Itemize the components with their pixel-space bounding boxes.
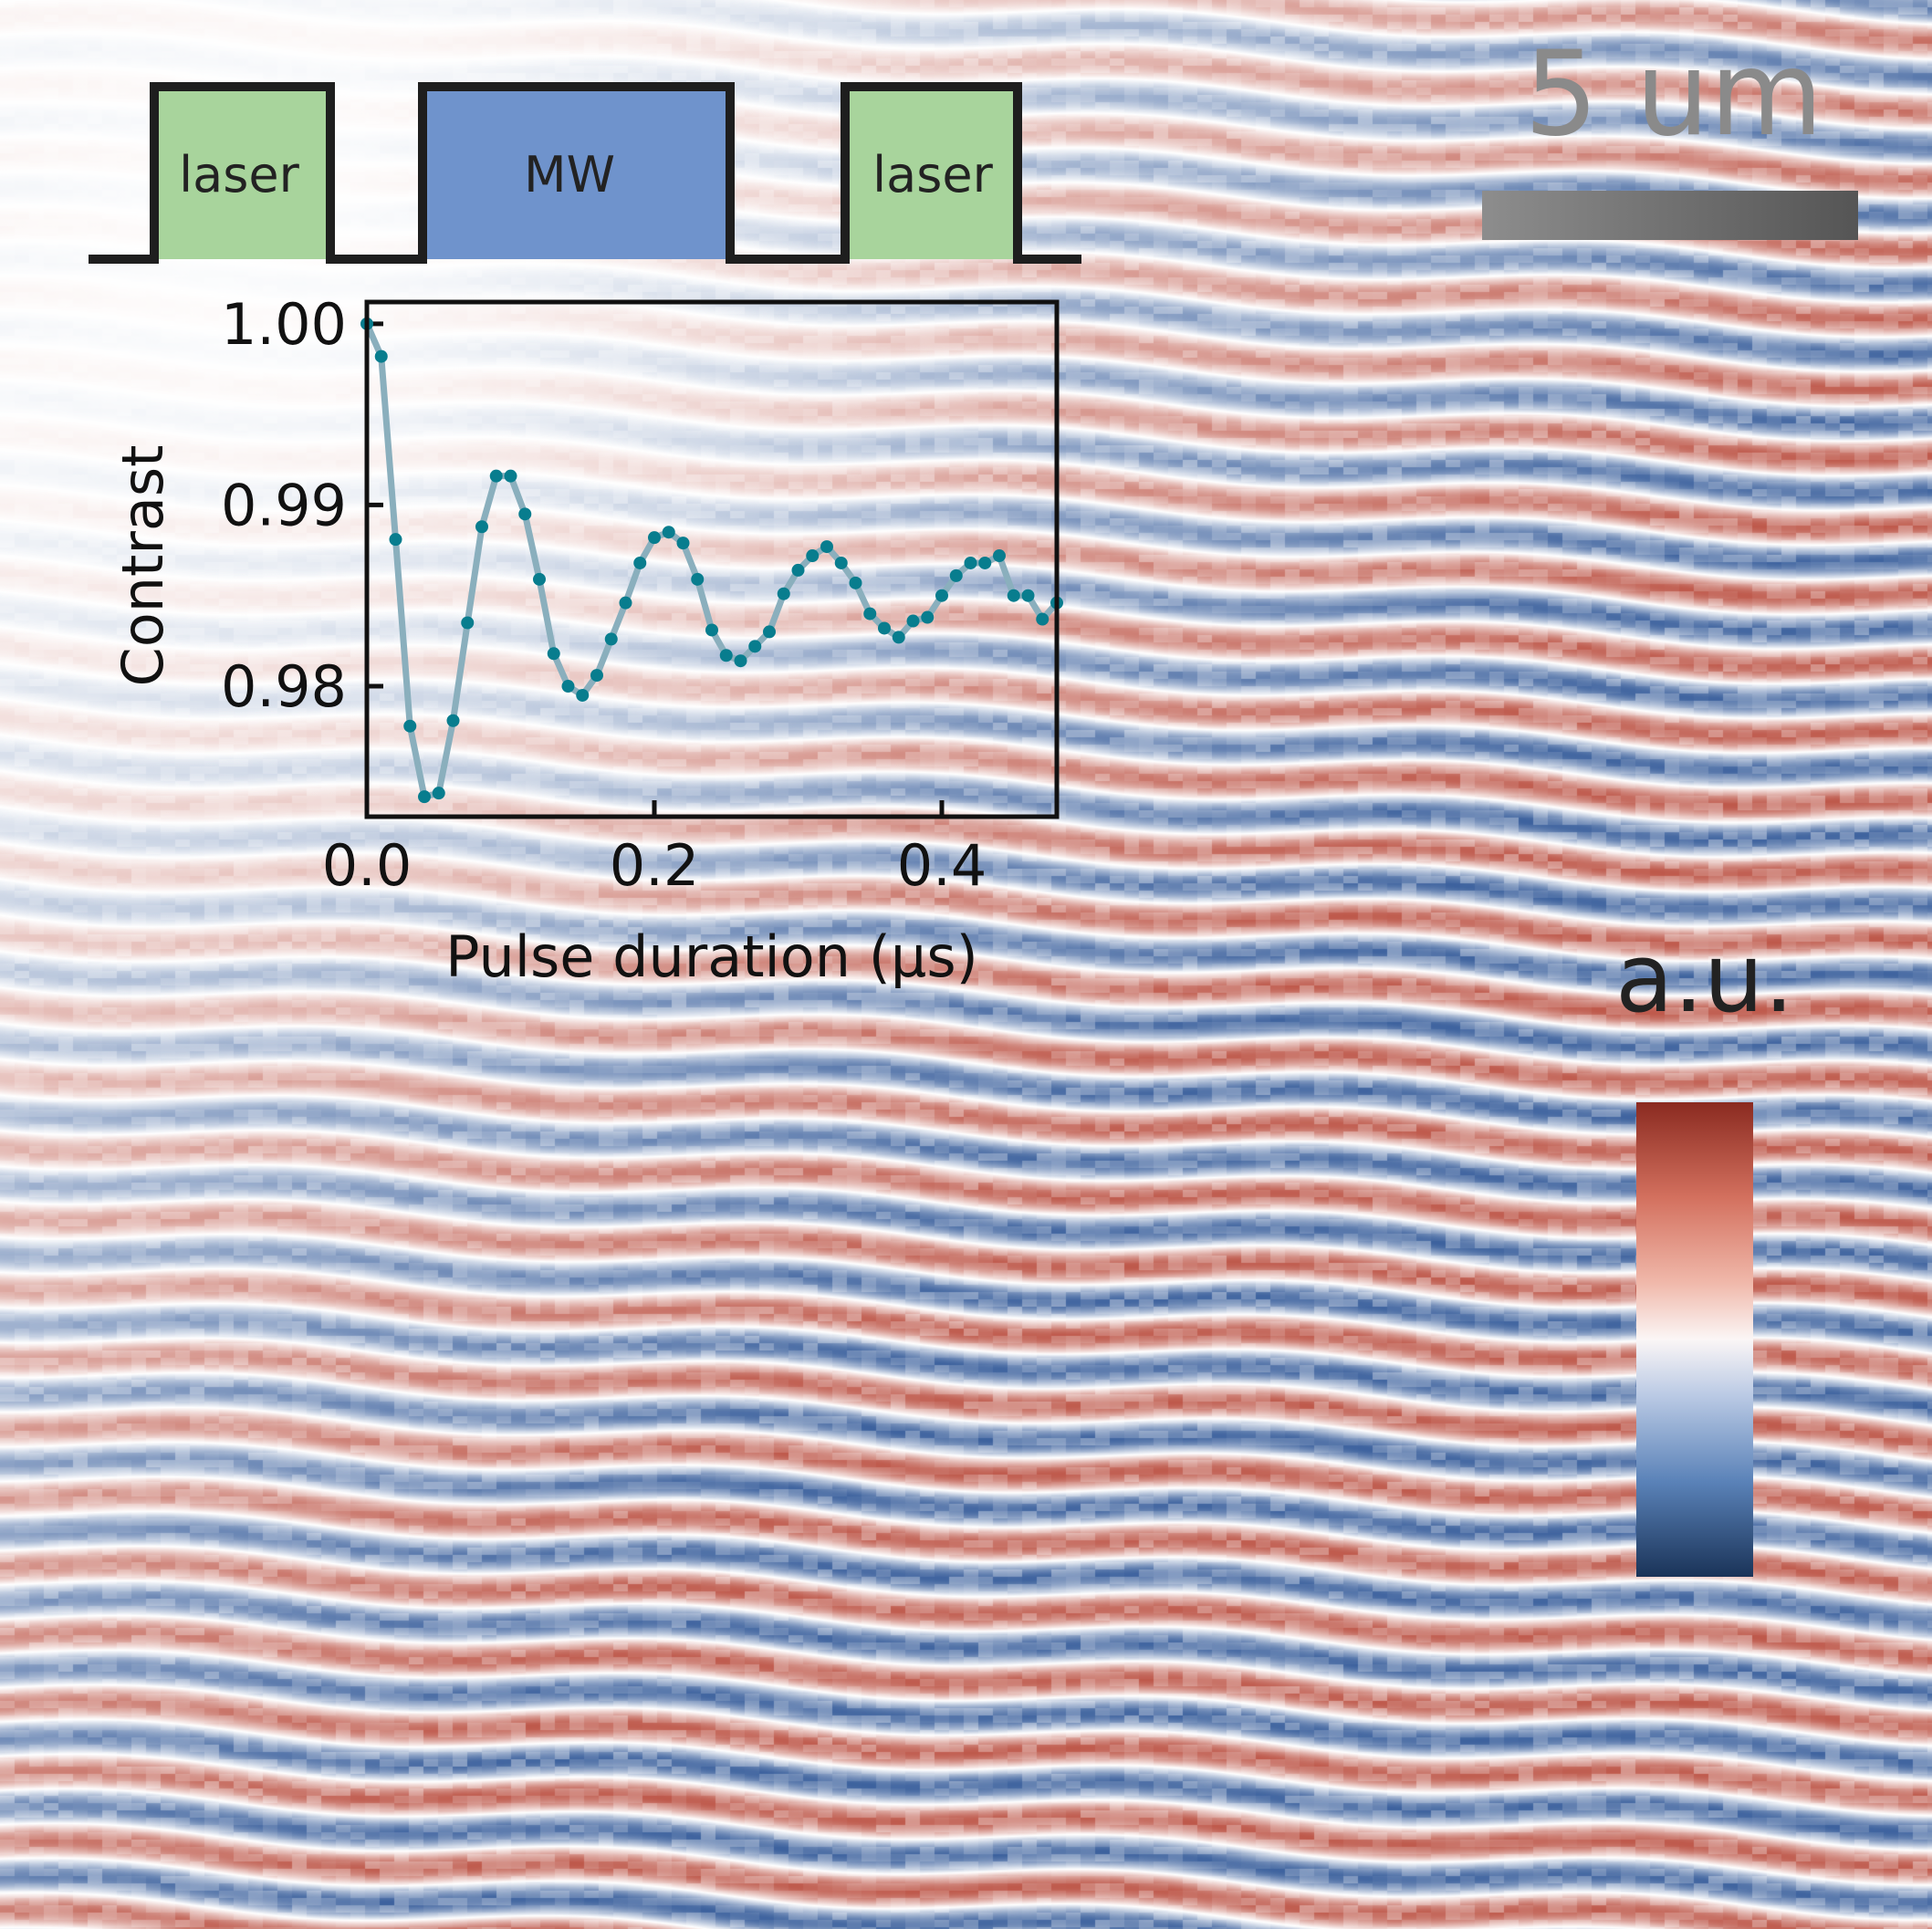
data-point [719,649,733,662]
data-point [475,520,488,534]
data-point [906,614,920,628]
data-point [1007,589,1020,602]
data-point [949,568,963,582]
data-point [561,680,575,693]
x-axis-label: Pulse duration (μs) [445,923,978,990]
data-point [863,607,877,620]
data-point [547,647,560,661]
pulse-sequence-diagram: laser MW laser [89,82,1081,264]
data-point [993,549,1006,563]
data-point [892,631,905,644]
data-point [878,621,891,635]
data-point [389,533,402,547]
data-point [432,787,445,800]
x-tick-label: 0.0 [322,832,413,899]
data-point [576,688,590,702]
data-point [748,640,762,653]
data-point [403,719,417,733]
data-point [518,507,532,521]
laser-pulse-1 [154,87,330,259]
data-point [935,589,948,602]
inset-chart: 0.0 0.2 0.4 1.00 0.99 0.98 Pulse duration (μs… [110,291,1063,990]
data-point [763,625,776,639]
colorbar [1636,1102,1753,1577]
data-point [446,714,460,727]
data-point [648,531,661,545]
data-point [533,572,546,586]
data-point [834,556,848,569]
data-point [461,616,475,630]
mw-label: MW [524,146,615,203]
data-point [964,556,977,569]
data-point [633,556,647,569]
y-tick-label: 0.98 [221,653,347,720]
data-point [820,540,833,554]
series-line [363,322,1060,800]
data-point [418,790,431,804]
x-tick-label: 0.4 [897,832,987,899]
data-point [806,549,820,563]
data-point [691,572,705,586]
y-tick-label: 1.00 [221,291,347,358]
data-point [791,563,805,577]
laser-label-1: laser [179,146,299,203]
data-point [604,632,618,646]
data-point [705,623,718,637]
x-tick-label: 0.2 [610,832,700,899]
data-point [374,349,388,363]
scale-bar [1482,191,1858,240]
data-point [849,576,862,589]
data-point [489,469,503,483]
data-point [676,537,690,550]
colorbar-label: a.u. [1615,923,1794,1034]
data-point [590,669,603,683]
laser-label-2: laser [872,146,993,203]
data-point [662,526,675,539]
scale-bar-label: 5 um [1524,26,1823,162]
mw-pulse [423,87,730,259]
data-point [978,556,992,569]
pulse-waveform-line [89,82,1081,264]
y-axis-label: Contrast [110,445,176,687]
y-tick-label: 0.99 [221,472,347,538]
data-point [777,587,790,600]
data-point [1036,612,1050,626]
data-point [504,469,517,483]
axes-frame [364,299,1060,819]
data-point [921,610,935,624]
laser-pulse-2 [845,87,1018,259]
data-point [619,596,632,610]
data-point [1021,589,1035,602]
data-point [734,654,747,668]
